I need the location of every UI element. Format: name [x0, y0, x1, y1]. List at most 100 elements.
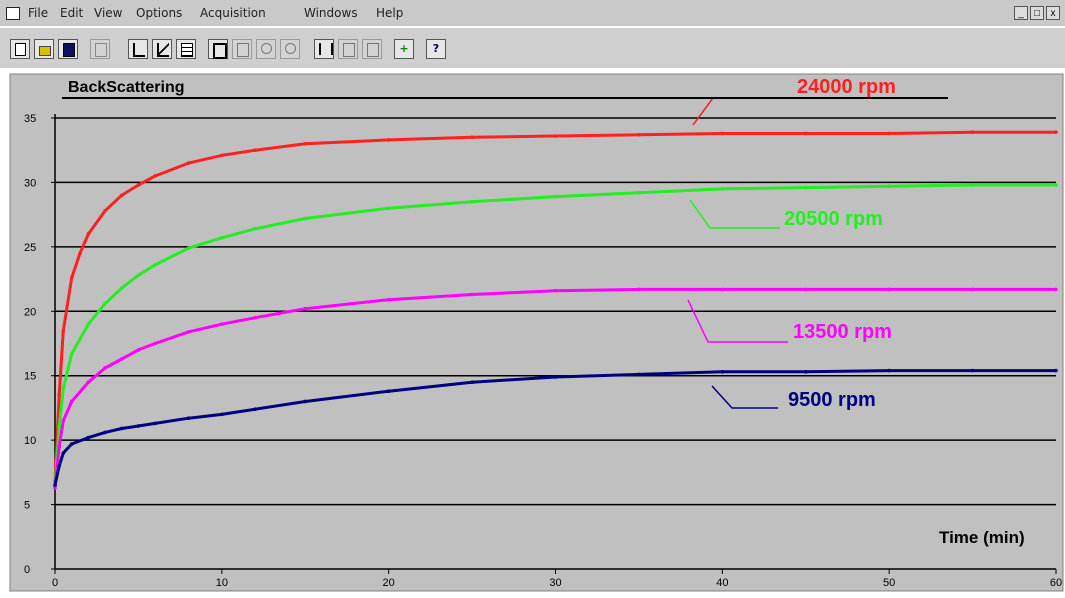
data-point [720, 287, 725, 292]
y-tick-label-15: 15 [24, 371, 36, 383]
data-point [69, 275, 74, 280]
data-point [61, 386, 66, 391]
open-folder-icon [39, 46, 51, 56]
legend-leader-1 [689, 199, 780, 229]
chart-axis-icon [133, 43, 145, 57]
new-file-icon [15, 43, 26, 56]
data-point [220, 236, 224, 240]
scale-3-button[interactable] [362, 39, 382, 59]
data-point [53, 483, 57, 488]
data-point [53, 486, 57, 490]
data-point [1054, 287, 1058, 292]
scale-cross-icon [367, 43, 379, 57]
data-point [553, 375, 558, 379]
data-point [186, 330, 191, 334]
menu-file[interactable]: File [28, 6, 49, 20]
data-point [86, 322, 91, 326]
new-file-button[interactable] [10, 39, 30, 59]
data-point [1054, 183, 1058, 187]
data-point [186, 246, 191, 250]
data-point [220, 322, 224, 326]
data-point [803, 185, 808, 190]
data-point [386, 297, 391, 302]
graph-type-1-button[interactable] [128, 39, 148, 59]
series-line-2 [53, 287, 1056, 488]
y-tick-label-10: 10 [24, 435, 36, 447]
menu-edit[interactable]: Edit [60, 6, 84, 20]
data-point [553, 288, 558, 293]
legend-leader-3 [711, 385, 778, 409]
menu-view[interactable]: View [94, 6, 123, 20]
graph-type-3-button[interactable] [176, 39, 196, 59]
data-point [186, 416, 191, 421]
data-point [119, 193, 124, 198]
data-point [553, 194, 558, 199]
save-button[interactable] [58, 39, 78, 59]
data-point [637, 190, 641, 195]
data-point [637, 132, 641, 137]
data-point [970, 287, 975, 292]
y-tick-label-5: 5 [24, 500, 30, 512]
scale-1-button[interactable] [314, 39, 334, 59]
data-point [970, 183, 975, 187]
cursor-button[interactable]: + [394, 39, 414, 59]
open-file-button[interactable] [34, 39, 54, 59]
data-point [253, 315, 257, 320]
view-2-button[interactable] [232, 39, 252, 59]
print-button[interactable] [90, 39, 110, 59]
document-icon[interactable] [6, 7, 20, 20]
menu-help[interactable]: Help [376, 6, 404, 20]
data-point [136, 183, 141, 187]
legend-leader-2 [687, 299, 788, 343]
data-point [153, 174, 157, 178]
x-tick-label-20: 20 [383, 577, 395, 589]
data-point [303, 399, 308, 404]
data-point [470, 135, 474, 140]
y-tick-label-0: 0 [24, 564, 30, 576]
data-point [61, 451, 66, 455]
data-point [386, 138, 391, 142]
minimize-button[interactable]: _ [1014, 6, 1028, 20]
legend-label-3: 9500 rpm [788, 389, 876, 411]
graph-type-2-button[interactable] [152, 39, 172, 59]
scale-2-button[interactable] [338, 39, 358, 59]
help-button[interactable]: ? [426, 39, 446, 59]
view-1-button[interactable] [208, 39, 228, 59]
data-point [78, 251, 82, 256]
data-point [720, 187, 725, 191]
data-point [153, 341, 157, 346]
data-point [887, 368, 891, 373]
zoom-button[interactable] [256, 39, 276, 59]
data-point [1054, 130, 1058, 134]
data-point [803, 131, 808, 136]
x-axis-label: Time (min) [939, 528, 1025, 547]
data-point [253, 148, 257, 153]
x-tick-label-0: 0 [52, 577, 58, 589]
data-point [103, 430, 107, 435]
data-point [103, 366, 107, 370]
series-line-3 [53, 369, 1056, 486]
data-point [119, 426, 124, 431]
data-point [103, 301, 107, 306]
zoom-out-button[interactable] [280, 39, 300, 59]
data-point [803, 370, 808, 374]
maximize-button[interactable]: □ [1030, 6, 1044, 20]
backscattering-chart[interactable]: 0 5 10 15 20 25 30 35 0 10 20 30 40 50 60 BackScatteri… [0, 70, 1065, 593]
y-tick-label-30: 30 [24, 177, 36, 189]
x-tick-label-30: 30 [549, 577, 561, 589]
data-point [220, 153, 224, 158]
data-point [119, 286, 124, 290]
data-point [970, 368, 975, 373]
menu-windows[interactable]: Windows [304, 6, 358, 20]
x-tick-label-60: 60 [1050, 577, 1062, 589]
data-point [153, 421, 157, 426]
data-point [470, 380, 474, 384]
close-button[interactable]: x [1046, 6, 1060, 20]
menu-acquisition[interactable]: Acquisition [200, 6, 266, 20]
data-point [720, 131, 725, 136]
data-point [887, 184, 891, 189]
data-point [61, 328, 66, 333]
print-icon [95, 43, 107, 57]
menu-options[interactable]: Options [136, 6, 183, 20]
data-point [86, 380, 91, 384]
